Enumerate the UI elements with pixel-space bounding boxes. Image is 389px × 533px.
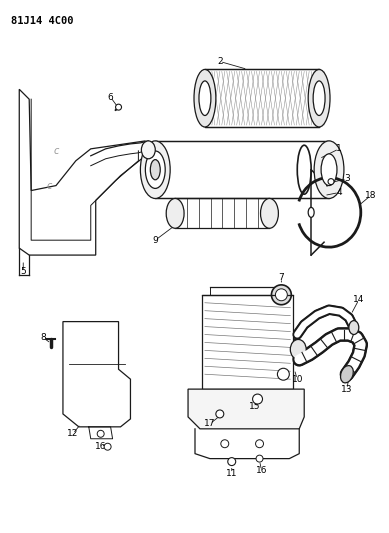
Text: 7: 7 <box>279 273 284 282</box>
Ellipse shape <box>290 340 306 359</box>
Ellipse shape <box>308 207 314 217</box>
Circle shape <box>221 440 229 448</box>
Circle shape <box>97 430 104 437</box>
Bar <box>202 295 293 389</box>
Circle shape <box>328 179 334 184</box>
Ellipse shape <box>145 151 165 188</box>
Polygon shape <box>188 389 304 429</box>
Text: 9: 9 <box>152 236 158 245</box>
Ellipse shape <box>150 159 160 180</box>
Bar <box>205 69 319 127</box>
Text: 5: 5 <box>20 268 26 277</box>
Polygon shape <box>63 321 130 427</box>
Ellipse shape <box>140 141 170 198</box>
Text: 8: 8 <box>40 333 46 342</box>
Circle shape <box>116 104 121 110</box>
Text: 3: 3 <box>344 174 350 183</box>
Text: 1: 1 <box>336 144 342 154</box>
Ellipse shape <box>199 81 211 116</box>
Circle shape <box>256 455 263 462</box>
Ellipse shape <box>194 69 216 127</box>
Text: 15: 15 <box>249 402 260 411</box>
Text: 81J14 4C00: 81J14 4C00 <box>11 16 74 26</box>
Ellipse shape <box>261 198 279 228</box>
Text: 14: 14 <box>353 295 364 304</box>
Circle shape <box>277 368 289 380</box>
Circle shape <box>272 285 291 305</box>
Ellipse shape <box>340 366 353 383</box>
Bar <box>155 141 329 198</box>
Ellipse shape <box>166 198 184 228</box>
Text: 10: 10 <box>291 375 303 384</box>
Circle shape <box>252 394 263 404</box>
Ellipse shape <box>313 81 325 116</box>
Circle shape <box>228 458 236 465</box>
Ellipse shape <box>141 141 155 159</box>
Text: 12: 12 <box>67 429 79 438</box>
Ellipse shape <box>321 154 337 185</box>
Text: 16: 16 <box>95 442 107 451</box>
Text: 2: 2 <box>217 57 223 66</box>
Text: c: c <box>53 146 59 156</box>
Text: 6: 6 <box>108 93 114 102</box>
Circle shape <box>275 289 287 301</box>
Text: c: c <box>46 181 52 191</box>
Ellipse shape <box>349 321 359 335</box>
Text: 11: 11 <box>226 469 237 478</box>
Text: 4: 4 <box>336 188 342 197</box>
Circle shape <box>104 443 111 450</box>
Circle shape <box>256 440 263 448</box>
Ellipse shape <box>308 69 330 127</box>
Ellipse shape <box>314 141 344 198</box>
Circle shape <box>216 410 224 418</box>
Text: 13: 13 <box>341 385 353 393</box>
Text: 16: 16 <box>256 466 267 475</box>
Text: 18: 18 <box>365 191 377 200</box>
Text: 17: 17 <box>204 419 216 429</box>
